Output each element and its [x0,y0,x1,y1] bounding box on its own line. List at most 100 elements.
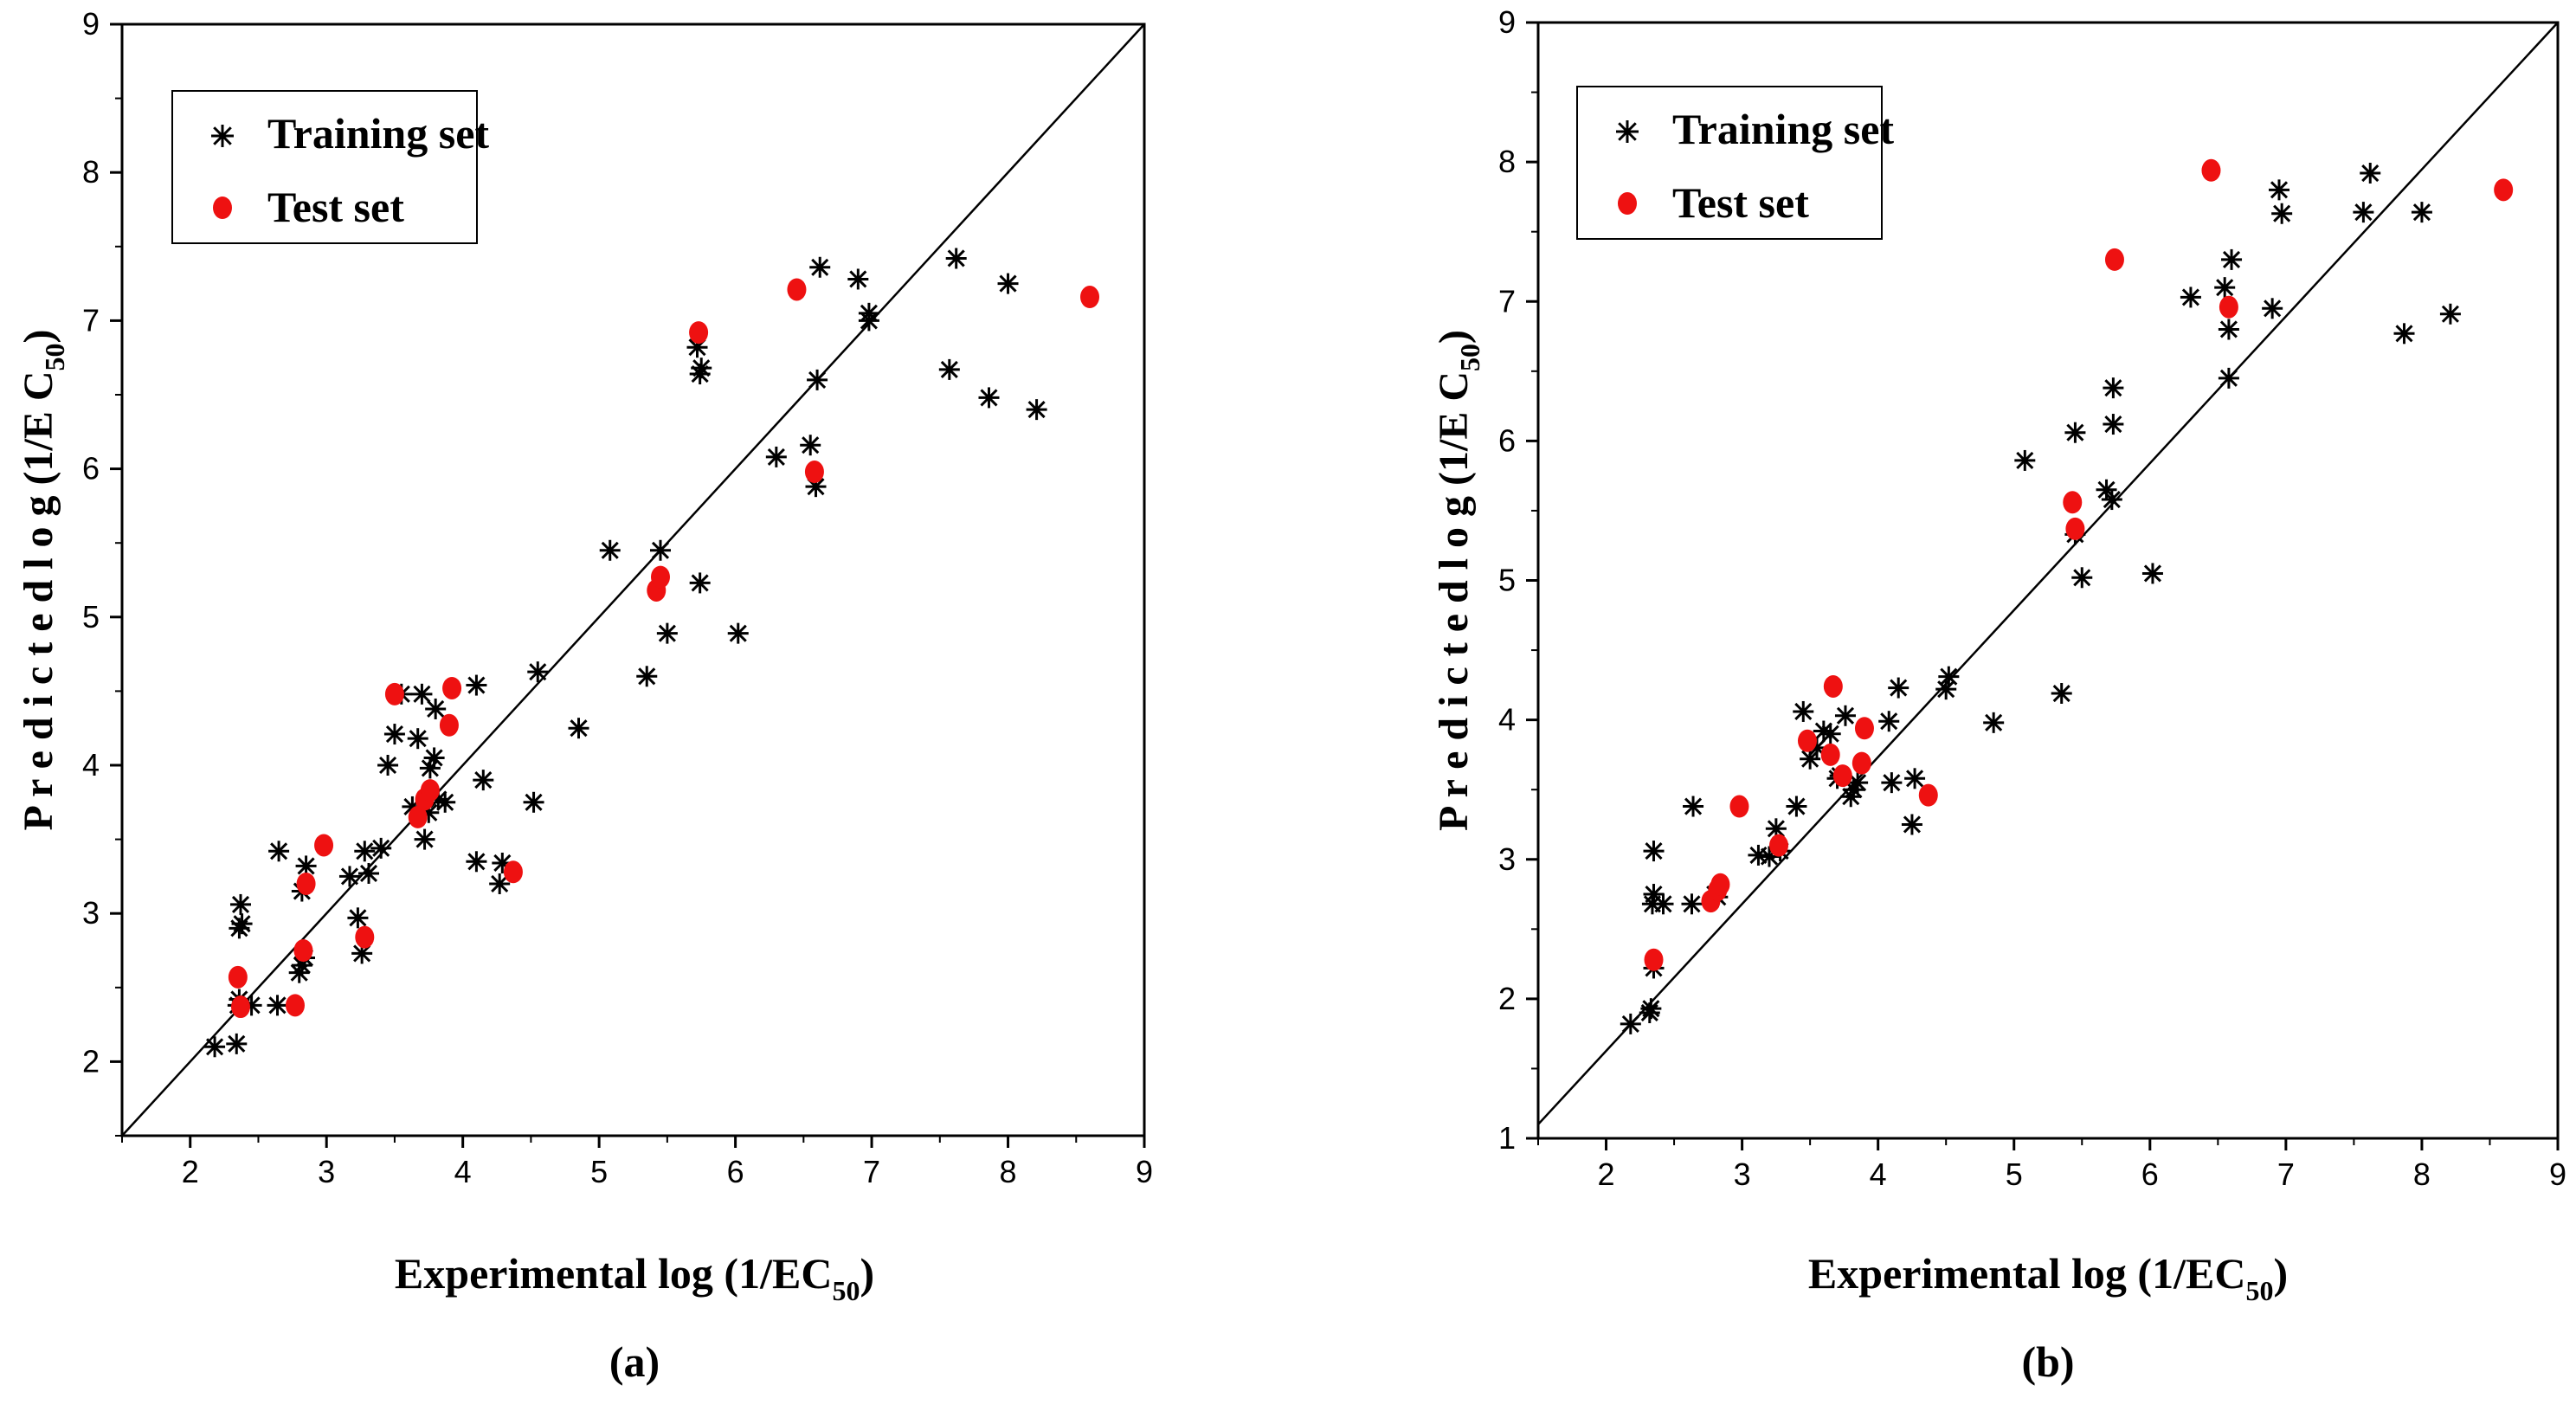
panel-a-training-point [204,1036,226,1058]
panel-b-training-point [1800,748,1821,770]
panel-b-training-point [1881,772,1903,794]
panel-a-test-point [442,676,462,699]
panel-a-training-point [689,364,711,385]
panel-a-x-tick-label: 9 [1136,1154,1153,1189]
panel-a-y-tick-label: 2 [82,1043,100,1079]
panel-b-training-point [1786,796,1807,817]
panel-b-test-point [1832,764,1852,788]
panel-b-test-point [2104,248,2124,271]
panel-a-test-point [650,565,670,589]
panel-a-y-axis-title: P r e d i c t e d l o g (1/E C50) [16,329,70,830]
panel-a-test-point [296,872,316,895]
panel-b-x-tick-label: 9 [2549,1157,2566,1192]
panel-b-training-point [2064,422,2086,443]
panel-a-training-point [423,747,445,769]
panel-b-x-tick-label: 3 [1734,1157,1751,1192]
panel-a-training-point [411,683,433,705]
panel-b-x-tick-label: 5 [2006,1157,2023,1192]
panel-b-training-point [1793,700,1814,722]
panel-b-training-point [1847,772,1869,794]
panel-a-legend-test-label: Test set [267,183,404,231]
panel-a-training-point [1026,399,1047,421]
panel-b-training-point [2360,163,2381,184]
panel-b-training-point [1888,677,1909,699]
panel-a-x-tick-label: 2 [182,1154,199,1189]
panel-b-training-point [1643,841,1665,862]
panel-a-training-point [347,907,369,929]
panel-a-test-point [804,461,824,484]
panel-b-training-point [2101,489,2122,511]
panel-a-test-point [503,860,523,884]
panel-a-training-point [523,791,544,813]
panel-a-legend-test-marker [213,197,232,219]
panel-a-x-tick-label: 8 [1000,1154,1017,1189]
panel-b-y-tick-label: 7 [1498,283,1516,319]
panel-b-y-tick-label: 4 [1498,702,1516,738]
panel-b-training-point [1983,712,2005,733]
panel-b-test-point [1769,834,1789,857]
panel-a-training-point [473,770,494,791]
panel-a-training-point [414,828,435,850]
panel-a-training-point [727,622,749,644]
panel-a-training-point [231,913,253,935]
panel-b-training-point [2262,298,2283,319]
panel-a-training-point [847,268,869,290]
panel-b-y-tick-label: 5 [1498,563,1516,598]
panel-a-caption-label: (a) [609,1337,660,1386]
panel-b-x-tick-label: 2 [1598,1157,1615,1192]
panel-a-training-point [425,698,447,719]
panel-b-training-point [2271,203,2293,224]
panel-b-test-point [1854,717,1874,740]
panel-a-y-tick-label: 6 [82,451,100,486]
panel-a-training-point [466,674,487,696]
panel-b-training-point [2393,323,2415,345]
panel-a-test-point [230,995,250,1019]
panel-b-training-point [1938,666,1960,687]
panel-a-test-point [1080,286,1100,309]
panel-a-training-point [466,851,487,873]
panel-a-training-point [689,572,711,594]
panel-b-y-tick-label: 9 [1498,4,1516,40]
panel-b-test-point [1918,783,1938,807]
panel-b-x-tick-label: 4 [1870,1157,1887,1192]
panel-b-y-tick-label: 3 [1498,841,1516,877]
panel-a-test-point [293,939,313,962]
panel-a-x-axis-title: Experimental log (1/EC50) [395,1249,874,1306]
panel-a-test-point [355,925,375,949]
panel-b-test-point [1729,795,1749,818]
panel-a-training-point [527,661,549,683]
panel-b-training-point [2218,319,2239,340]
panel-a-test-point [384,682,404,706]
panel-b-training-point [2103,414,2124,435]
panel-a-training-point [938,358,960,380]
panel-b-caption-label: (b) [2021,1337,2074,1386]
panel-b-training-point [1620,1013,1641,1034]
panel-b-x-tick-label: 8 [2413,1157,2431,1192]
panel-a-legend-training-marker [211,125,234,147]
panel-b-y-axis-title: P r e d i c t e d l o g (1/E C50) [1431,330,1485,831]
panel-b-x-tick-label: 7 [2277,1157,2295,1192]
panel-b-training-point [1640,998,1662,1020]
panel-a-training-point [268,841,290,862]
panel-a-training-point [407,728,428,750]
panel-b-training-point [2071,567,2093,589]
panel-a-y-tick-label: 5 [82,599,100,635]
panel-a-test-point [314,834,334,857]
panel-b-training-point [2353,202,2374,223]
panel-a-y-tick-label: 7 [82,302,100,338]
panel-a-training-point [809,256,831,278]
panel-b-training-point [2051,683,2072,705]
panel-b-training-point [2103,377,2124,399]
panel-b-training-point [1643,884,1665,905]
panel-b-training-point [1819,723,1841,744]
panel-b-diagonal-line [1537,22,2559,1125]
panel-b-test-point [2219,295,2238,319]
panel-b-test-point [2201,158,2221,182]
panel-b-legend-training-marker [1616,120,1639,143]
panel-b-training-point [2269,179,2290,201]
panel-b-test-point [1852,751,1871,775]
panel-a-training-point [229,893,251,915]
panel-a-training-point [489,873,511,894]
panel-a-training-point [383,724,405,745]
panel-b-training-point [1834,705,1856,726]
